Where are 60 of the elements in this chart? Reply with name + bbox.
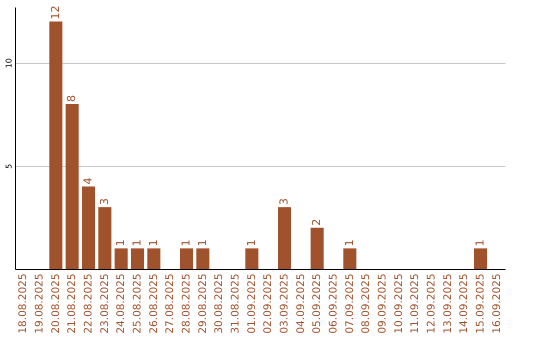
bar: [147, 248, 160, 269]
x-tick-label: 09.09.2025: [376, 274, 388, 334]
x-tick-label: 29.08.2025: [196, 274, 209, 334]
data-label: 12: [48, 5, 62, 20]
x-tick-label: 22.08.2025: [82, 274, 94, 334]
x-tick-label: 11.09.2025: [409, 274, 422, 334]
x-tick-label: 05.09.2025: [311, 274, 324, 334]
data-label: 1: [146, 239, 160, 246]
y-tick-label: 10: [4, 58, 14, 68]
x-tick-label: 25.08.2025: [132, 274, 144, 334]
x-tick-label: 19.08.2025: [34, 274, 46, 334]
x-tick-label: 31.08.2025: [230, 274, 242, 334]
x-tick-label: 13.09.2025: [442, 274, 454, 334]
x-tick-label: 24.08.2025: [115, 274, 128, 334]
data-label: 2: [310, 218, 324, 226]
bar: [66, 104, 79, 269]
x-tick-label: 04.09.2025: [294, 274, 307, 334]
x-tick-label: 21.08.2025: [66, 274, 78, 334]
data-label: 3: [98, 198, 111, 206]
x-tick-label: 07.09.2025: [344, 274, 356, 334]
bar: [180, 248, 194, 269]
data-label: 1: [342, 239, 356, 246]
x-tick-label: 20.08.2025: [50, 274, 62, 334]
data-label: 1: [114, 239, 128, 246]
x-tick-label: 18.08.2025: [17, 274, 30, 334]
bar: [196, 248, 210, 269]
bar: [49, 21, 62, 269]
x-tick-label: 23.08.2025: [98, 274, 111, 334]
bar: [343, 248, 356, 269]
x-tick-label: 30.08.2025: [213, 274, 226, 334]
bar: [82, 186, 96, 269]
x-tick-label: 27.08.2025: [164, 274, 176, 334]
data-label: 1: [196, 239, 209, 246]
bar: [98, 207, 112, 269]
bar: [245, 248, 258, 269]
x-tick-label: 15.09.2025: [474, 274, 486, 334]
y-tick-label: 5: [4, 164, 14, 169]
bar: [114, 248, 128, 269]
data-label: 3: [278, 198, 290, 206]
data-label: 1: [180, 239, 192, 246]
x-tick-label: 26.08.2025: [148, 274, 160, 334]
x-tick-label: 08.09.2025: [360, 274, 372, 334]
x-tick-label: 12.09.2025: [426, 274, 438, 334]
x-tick-label: 16.09.2025: [490, 274, 503, 334]
data-label: 1: [474, 239, 486, 246]
x-tick-label: 28.08.2025: [180, 274, 192, 334]
bar: [310, 228, 324, 269]
bar: [130, 248, 144, 269]
bar: [278, 207, 292, 269]
x-tick-label: 03.09.2025: [278, 274, 290, 334]
data-label: 1: [130, 239, 144, 246]
bar: [474, 248, 488, 269]
x-tick-label: 02.09.2025: [262, 274, 274, 334]
data-label: 8: [65, 94, 78, 102]
data-label: 1: [244, 239, 258, 246]
x-tick-label: 06.09.2025: [328, 274, 340, 334]
x-tick-label: 10.09.2025: [392, 274, 405, 334]
x-tick-label: 01.09.2025: [246, 274, 258, 334]
x-tick-label: 14.09.2025: [458, 274, 470, 334]
data-label: 4: [82, 177, 94, 184]
